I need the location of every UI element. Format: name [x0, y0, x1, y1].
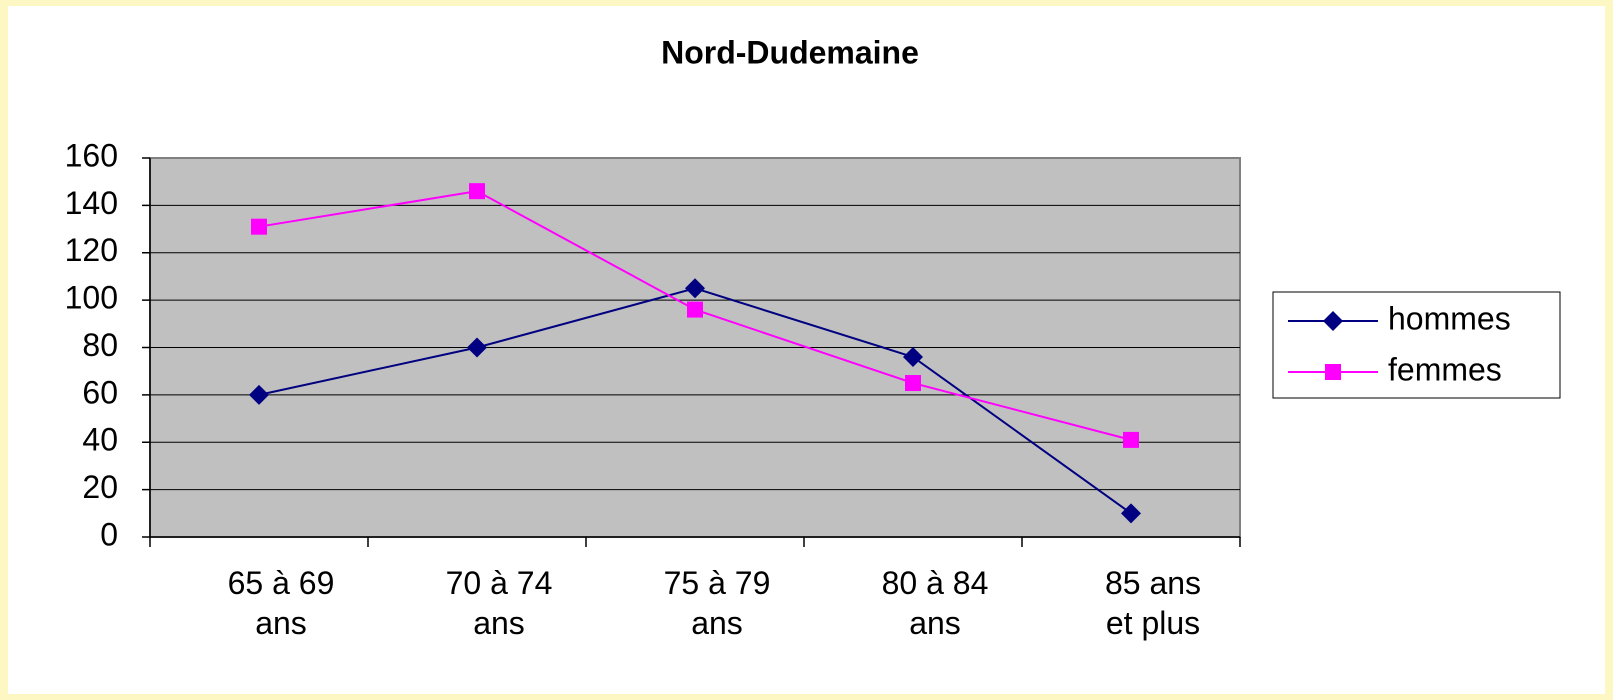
x-tick-label: 80 à 84 ans [881, 565, 989, 641]
x-tick-label: 85 ans et plus [1104, 565, 1202, 641]
chart-title: Nord-Dudemaine [661, 34, 919, 70]
y-tick-label: 140 [65, 185, 118, 221]
legend-label: hommes [1388, 300, 1511, 336]
legend-marker [1325, 364, 1341, 380]
data-point [469, 183, 485, 200]
x-tick-label: 75 à 79 ans [663, 565, 771, 641]
y-tick-label: 0 [100, 516, 118, 552]
y-tick-label: 100 [65, 280, 118, 316]
legend-label: femmes [1388, 351, 1502, 387]
x-tick-label: 70 à 74 ans [445, 565, 553, 641]
y-tick-label: 80 [82, 327, 118, 363]
y-tick-label: 40 [82, 422, 118, 458]
data-point [467, 337, 487, 358]
data-point [1123, 431, 1139, 448]
data-point [685, 278, 705, 299]
y-tick-label: 160 [65, 137, 118, 173]
data-point [251, 218, 267, 235]
data-point [903, 346, 923, 367]
y-tick-label: 120 [65, 232, 118, 268]
legend [1272, 291, 1561, 399]
data-point [249, 384, 269, 405]
data-point [687, 301, 703, 318]
y-tick-label: 60 [82, 374, 118, 410]
y-tick-label: 20 [82, 469, 118, 505]
data-point [1121, 503, 1141, 524]
data-point [905, 375, 921, 392]
legend-marker [1323, 311, 1343, 331]
x-tick-label: 65 à 69 ans [227, 565, 335, 641]
